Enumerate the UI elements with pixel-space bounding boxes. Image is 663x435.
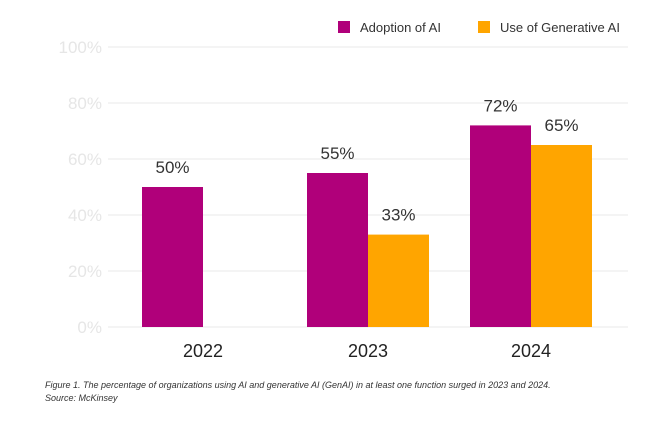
legend-item: Use of Generative AI	[478, 20, 620, 35]
x-tick-label: 2024	[511, 341, 551, 361]
bar-2022-adoption-of-ai	[142, 187, 203, 327]
y-tick-label: 20%	[68, 262, 102, 281]
y-tick-label: 100%	[59, 38, 102, 57]
x-tick-label: 2023	[348, 341, 388, 361]
bar-2024-use-of-generative-ai	[531, 145, 592, 327]
bars	[142, 125, 592, 328]
data-label: 33%	[381, 206, 415, 225]
x-axis-category-labels: 2022 2023 2024	[183, 341, 551, 361]
data-label: 55%	[320, 144, 354, 163]
y-tick-label: 60%	[68, 150, 102, 169]
y-tick-label: 0%	[77, 318, 102, 337]
legend-item: Adoption of AI	[338, 20, 441, 35]
y-axis-tick-labels: 0% 20% 40% 60% 80% 100%	[59, 38, 102, 337]
caption-text: Figure 1. The percentage of organization…	[45, 380, 551, 390]
legend-label: Adoption of AI	[360, 20, 441, 35]
legend-swatch	[338, 21, 350, 33]
x-tick-label: 2022	[183, 341, 223, 361]
data-labels: 50% 55% 33% 72% 65%	[155, 96, 578, 224]
data-label: 50%	[155, 158, 189, 177]
legend-label: Use of Generative AI	[500, 20, 620, 35]
figure-caption: Figure 1. The percentage of organization…	[45, 379, 655, 405]
legend: Adoption of AI Use of Generative AI	[338, 20, 620, 35]
bar-2023-adoption-of-ai	[307, 173, 368, 327]
bar-2024-adoption-of-ai	[470, 125, 531, 328]
y-tick-label: 80%	[68, 94, 102, 113]
data-label: 65%	[544, 116, 578, 135]
y-tick-label: 40%	[68, 206, 102, 225]
bar-2023-use-of-generative-ai	[368, 234, 429, 327]
data-label: 72%	[483, 96, 517, 115]
bar-chart: 0%20%40%60%80%100% 50%55%33%72%65% 2022 2…	[59, 20, 628, 361]
caption-source: Source: McKinsey	[45, 393, 118, 403]
legend-swatch	[478, 21, 490, 33]
